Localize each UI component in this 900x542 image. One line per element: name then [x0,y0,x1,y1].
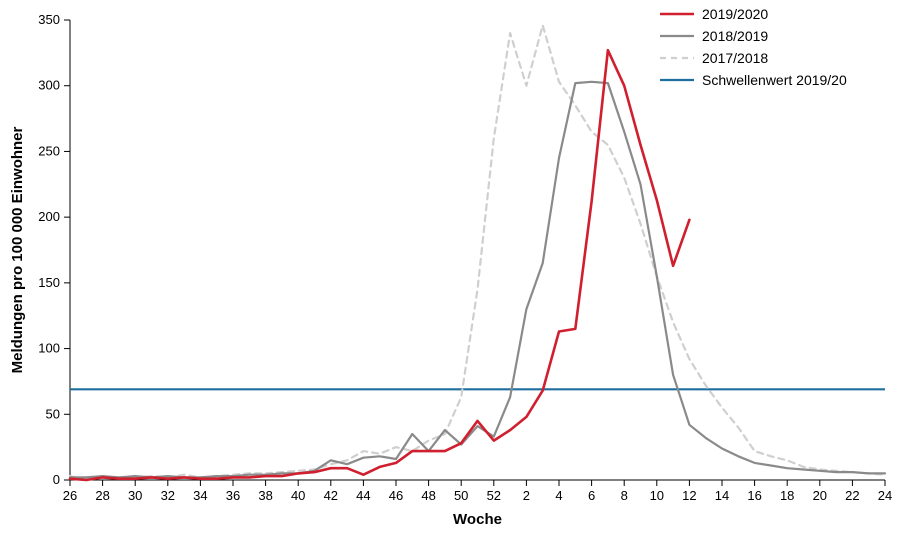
x-tick-label: 52 [487,488,501,503]
series-s2018_2019 [70,82,885,478]
legend-label: 2019/2020 [702,6,768,22]
y-tick-label: 250 [38,143,60,158]
chart-container: 0501001502002503003502628303234363840424… [0,0,900,542]
series-s2019_2020 [70,50,689,480]
x-tick-label: 30 [128,488,142,503]
x-tick-label: 14 [715,488,729,503]
x-tick-label: 40 [291,488,305,503]
x-tick-label: 20 [813,488,827,503]
legend-label: 2018/2019 [702,28,768,44]
y-tick-label: 100 [38,341,60,356]
x-tick-label: 8 [621,488,628,503]
x-tick-label: 32 [161,488,175,503]
x-tick-label: 16 [747,488,761,503]
x-tick-label: 36 [226,488,240,503]
line-chart: 0501001502002503003502628303234363840424… [0,0,900,542]
y-tick-label: 300 [38,78,60,93]
legend-label: 2017/2018 [702,50,768,66]
y-tick-label: 0 [53,472,60,487]
x-tick-label: 18 [780,488,794,503]
x-tick-label: 10 [650,488,664,503]
y-tick-label: 50 [46,406,60,421]
x-tick-label: 46 [389,488,403,503]
x-tick-label: 22 [845,488,859,503]
x-tick-label: 2 [523,488,530,503]
x-tick-label: 38 [258,488,272,503]
y-tick-label: 350 [38,12,60,27]
x-tick-label: 24 [878,488,892,503]
x-tick-label: 50 [454,488,468,503]
y-tick-label: 200 [38,209,60,224]
x-tick-label: 12 [682,488,696,503]
x-tick-label: 48 [421,488,435,503]
x-tick-label: 4 [555,488,562,503]
y-tick-label: 150 [38,275,60,290]
x-tick-label: 44 [356,488,370,503]
x-tick-label: 28 [95,488,109,503]
x-tick-label: 42 [324,488,338,503]
x-axis-title: Woche [453,511,502,528]
legend-label: Schwellenwert 2019/20 [702,72,847,88]
x-tick-label: 26 [63,488,77,503]
series-s2017_2018 [70,25,885,480]
x-tick-label: 34 [193,488,207,503]
y-axis-title: Meldungen pro 100 000 Einwohner [9,126,26,373]
x-tick-label: 6 [588,488,595,503]
